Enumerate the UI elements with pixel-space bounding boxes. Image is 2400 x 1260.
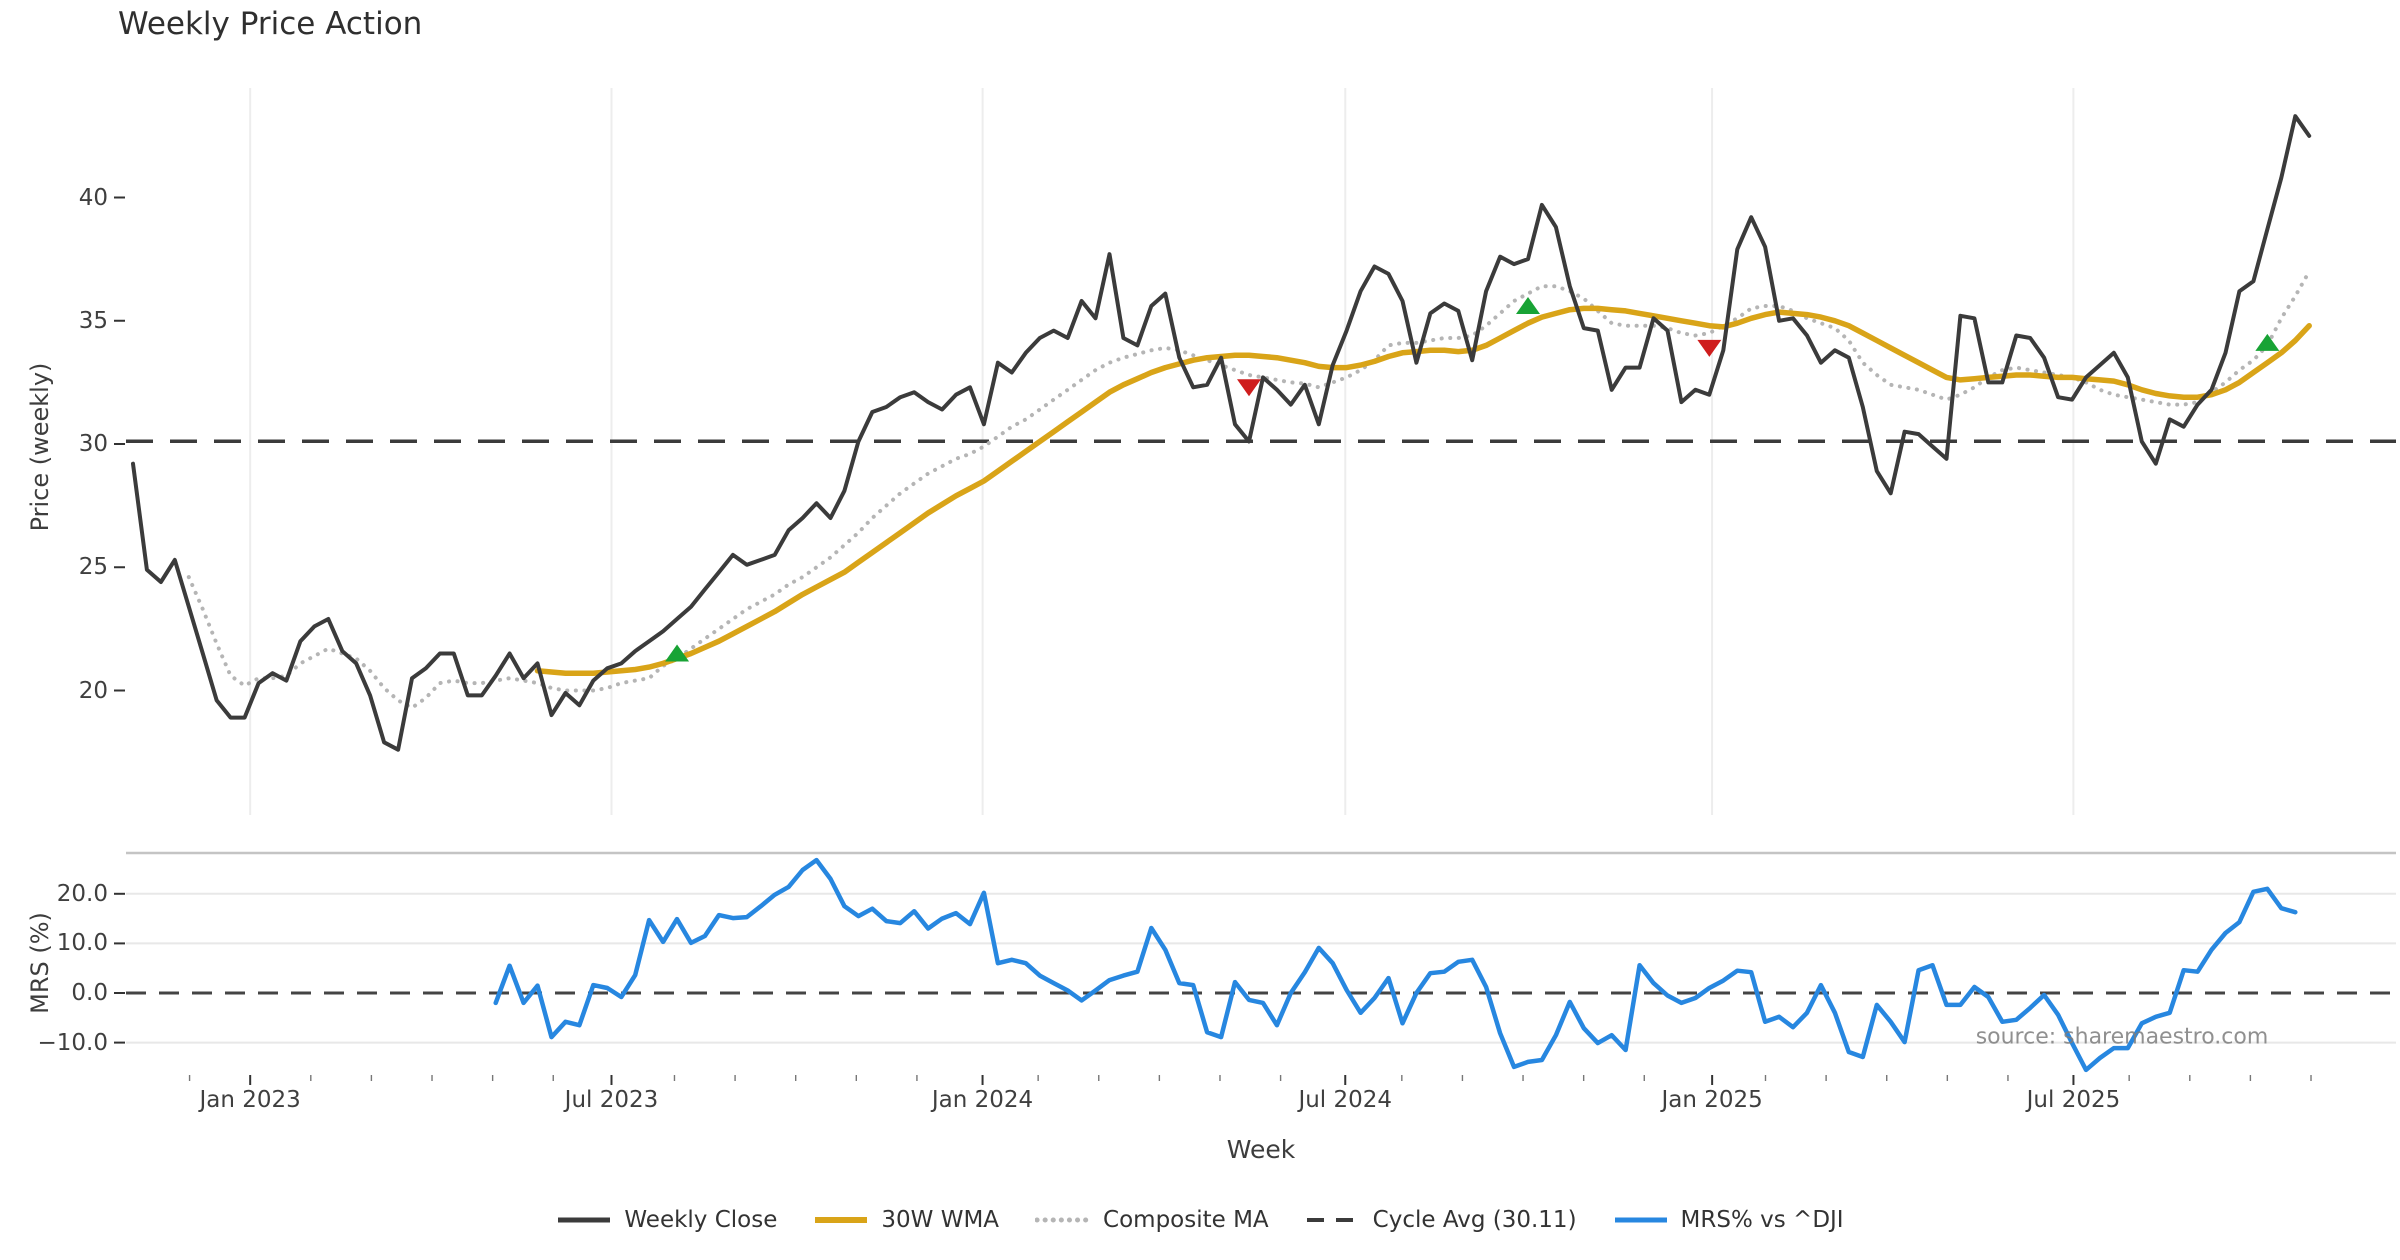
legend-item: 30W WMA <box>813 1207 999 1233</box>
mrs-axis-tick-label: 20.0 <box>56 880 108 907</box>
buy-signal-marker <box>2255 333 2280 351</box>
x-axis-tick-label: Jan 2025 <box>1661 1087 1763 1113</box>
composite-ma-line <box>186 269 2312 710</box>
legend-swatch-solid <box>558 1217 611 1223</box>
weekly-close-line <box>131 114 2312 752</box>
sell-signal-marker <box>1697 339 1722 357</box>
x-axis-tick-label: Jul 2023 <box>564 1087 659 1113</box>
legend-item: Composite MA <box>1035 1207 1269 1233</box>
watermark: source: sharemaestro.com <box>1975 1024 2269 1050</box>
mrs-axis-tick-label: 10.0 <box>56 930 108 957</box>
chart-title: Weekly Price Action <box>118 6 423 42</box>
legend-item: Cycle Avg (30.11) <box>1305 1207 1577 1233</box>
x-axis-tick-label: Jul 2025 <box>2026 1087 2121 1113</box>
sell-signal-marker <box>1237 379 1261 397</box>
price-axis-tick-label: 20 <box>78 677 108 704</box>
legend: Weekly Close 30W WMA Composite MA Cycle Avg… <box>0 1198 2400 1242</box>
legend-item-label: 30W WMA <box>881 1207 1000 1233</box>
legend-item: Weekly Close <box>556 1207 777 1233</box>
mrs-axis-tick-label: 0.0 <box>71 980 108 1006</box>
legend-item-label: Composite MA <box>1103 1207 1269 1233</box>
legend-swatch-solid <box>815 1217 868 1223</box>
x-axis-tick-label: Jan 2023 <box>199 1087 301 1113</box>
x-axis-label: Week <box>1226 1135 1296 1164</box>
legend-item-label: Weekly Close <box>624 1207 778 1233</box>
price-axis-tick-label: 35 <box>78 307 108 334</box>
x-axis-tick-label: Jul 2024 <box>1298 1087 1393 1113</box>
mrs-axis-tick-label: −10.0 <box>37 1029 108 1056</box>
wma-line <box>534 305 2312 676</box>
price-axis-tick-label: 25 <box>78 554 108 581</box>
legend-item-label: Cycle Avg (30.11) <box>1372 1207 1577 1233</box>
legend-swatch-solid <box>1614 1217 1667 1223</box>
buy-signal-marker <box>1516 296 1540 314</box>
legend-item-label: MRS% vs ^DJI <box>1680 1207 1844 1233</box>
price-axis-tick-label: 40 <box>78 184 108 211</box>
legend-swatch-dashed <box>1306 1218 1359 1222</box>
buy-signal-marker <box>665 644 690 662</box>
price-axis-tick-label: 30 <box>78 431 108 457</box>
mrs-line <box>493 857 2298 1073</box>
legend-item: MRS% vs ^DJI <box>1613 1207 1844 1233</box>
legend-swatch-dotted <box>1035 1217 1092 1223</box>
x-axis-tick-label: Jan 2024 <box>931 1087 1034 1113</box>
